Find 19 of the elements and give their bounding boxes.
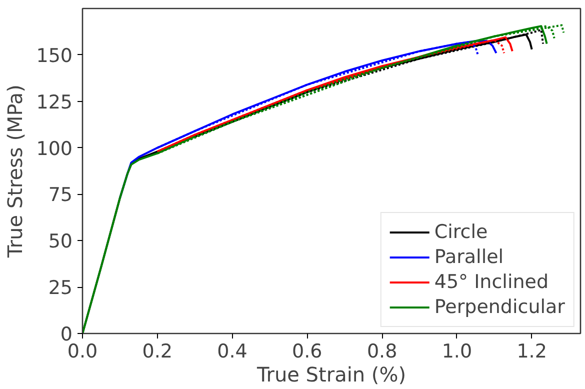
y-tick-label: 75 <box>48 184 73 206</box>
legend-label: Parallel <box>434 246 504 268</box>
y-tick-label: 100 <box>36 138 72 160</box>
x-tick-label: 1.2 <box>516 340 547 362</box>
legend-label: Circle <box>434 221 488 243</box>
y-tick-label: 25 <box>48 277 73 300</box>
x-tick-label: 0.8 <box>366 340 398 362</box>
x-tick-label: 0.4 <box>217 340 248 362</box>
y-tick-label: 50 <box>48 230 73 253</box>
y-tick-label: 125 <box>36 91 72 114</box>
x-tick-label: 0.6 <box>292 340 322 362</box>
legend-label: Perpendicular <box>434 296 565 318</box>
y-tick-label: 150 <box>36 44 72 67</box>
x-tick-label: 0.2 <box>142 340 172 362</box>
x-tick-label: 1.0 <box>442 340 472 362</box>
x-tick-label: 0.0 <box>67 340 98 362</box>
x-axis-title: True Strain (%) <box>256 362 406 386</box>
legend-label: 45° Inclined <box>434 271 549 293</box>
y-axis-title: True Stress (MPa) <box>3 84 28 258</box>
